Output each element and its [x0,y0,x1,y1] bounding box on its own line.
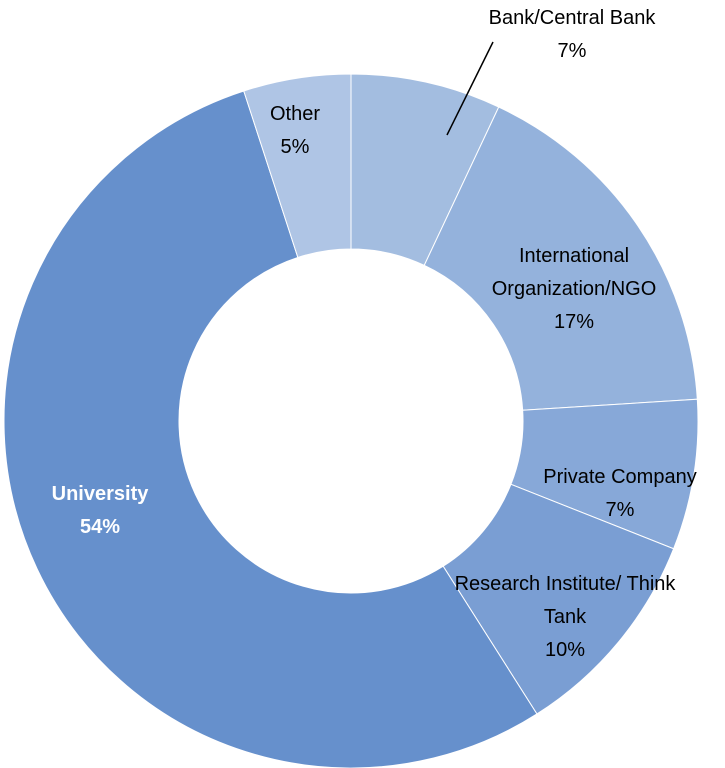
slice-label: Bank/Central Bank 7% [447,2,697,68]
slice [243,73,352,259]
category-label: Other [269,103,321,125]
slice-label: Research Institute/ Think Tank 10% [451,568,679,667]
category-label: International Organization/NGO [491,245,657,300]
slice-label: Other 5% [245,98,345,164]
value-label: 54% [79,516,121,538]
slice-label: Private Company 7% [513,461,725,527]
value-label: 5% [280,136,310,158]
value-label: 17% [553,311,595,333]
slice-label: University 54% [25,478,175,544]
leader-line [446,41,494,136]
slices [3,73,699,768]
category-label: University [51,483,149,505]
category-label: Private Company [543,466,697,488]
slice-label: International Organization/NGO 17% [478,240,670,339]
category-label: Research Institute/ Think Tank [454,573,676,628]
category-label: Bank/Central Bank [488,7,656,29]
slice [3,90,538,768]
slice [423,106,698,411]
value-label: 7% [557,40,587,62]
value-label: 7% [605,499,635,521]
value-label: 10% [544,639,586,661]
